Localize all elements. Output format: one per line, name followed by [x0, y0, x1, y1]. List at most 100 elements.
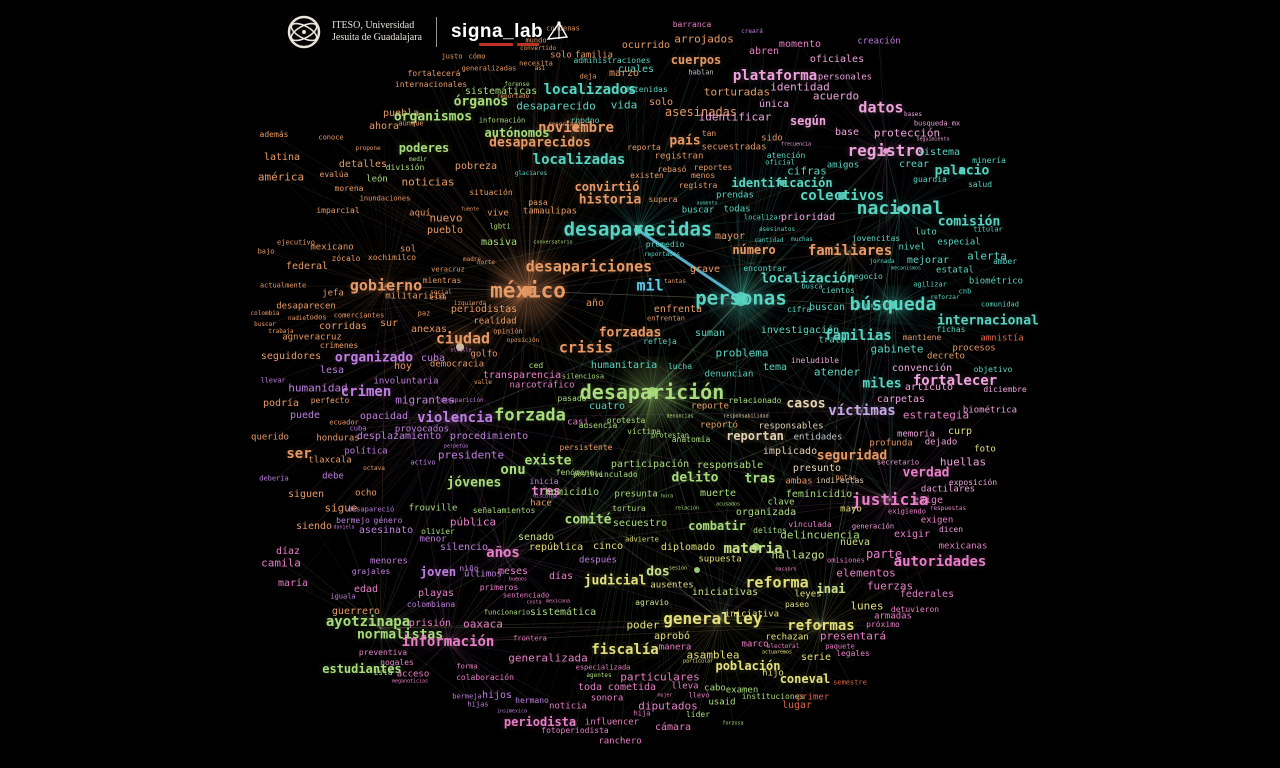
word-node: decreto — [927, 351, 965, 362]
word-node: plataforma — [732, 68, 818, 84]
word-node: acuerdo — [812, 89, 860, 103]
word-node: convirtió — [574, 180, 640, 194]
word-node: años — [486, 545, 520, 561]
word-node: silenciosa — [561, 372, 605, 381]
word-node: lucha — [667, 362, 693, 371]
word-node: tras — [744, 471, 776, 487]
word-node: sinaloa — [855, 303, 877, 310]
word-node: opinión — [493, 327, 523, 336]
word-node: entidades — [793, 432, 843, 443]
word-node: memoria — [897, 429, 935, 440]
word-node: evalúa — [319, 170, 349, 179]
word-node: protesta — [606, 416, 646, 425]
word-node: masiva — [480, 237, 518, 248]
word-node: gabinete — [870, 342, 924, 356]
word-node: asesinatos — [758, 226, 796, 233]
word-node: frecuencia — [780, 141, 812, 148]
word-node: internacionales — [394, 80, 468, 89]
word-node: exigiendo — [888, 507, 926, 516]
word-node: seguimiento — [916, 136, 950, 143]
word-node: forzadas — [598, 325, 662, 341]
word-node: serie — [800, 652, 832, 663]
word-node: agnveracruz — [282, 332, 342, 343]
word-node: sistema — [917, 147, 961, 158]
word-node: narcotráfico — [509, 380, 575, 391]
word-node: reforzar — [930, 294, 960, 301]
word-node: desapareció — [347, 505, 395, 514]
word-node: últimos — [464, 569, 502, 580]
word-node: vive — [487, 208, 509, 219]
word-node: vinculado — [594, 470, 638, 479]
word-node: primer — [796, 692, 830, 703]
word-node: meganoticias — [391, 678, 429, 685]
word-node: isla — [373, 668, 393, 677]
word-node: pobreza — [454, 161, 498, 172]
signa-lab-block: signa_lab — [451, 21, 571, 46]
word-node: marco — [741, 639, 769, 650]
word-node: siendo — [295, 521, 333, 532]
word-node: verdad — [902, 465, 950, 481]
word-node: coneval — [779, 672, 831, 686]
word-node: desplazamiento — [356, 431, 442, 442]
word-node: autónomos — [484, 126, 550, 140]
word-node: cuerpos — [670, 53, 722, 67]
word-node: desapariciones — [525, 257, 653, 276]
word-node: todos — [305, 313, 327, 322]
word-node: solo — [550, 50, 572, 61]
word-node: clave — [767, 497, 795, 508]
word-node: silencio — [439, 542, 489, 553]
word-node: enfrenta — [653, 304, 703, 315]
word-node: barranca — [672, 20, 712, 29]
word-node: diputados — [638, 699, 698, 713]
word-node: méxico — [490, 278, 566, 303]
word-node: organizado — [334, 350, 414, 366]
word-node: reforma — [745, 573, 809, 592]
iteso-logo-icon — [287, 15, 321, 49]
word-node: niño — [459, 564, 479, 573]
word-node: generación — [851, 522, 895, 531]
word-node: sido — [761, 133, 783, 144]
word-node: localizados — [543, 82, 637, 98]
word-node: especial — [937, 237, 981, 248]
word-node: cuales — [617, 64, 655, 75]
word-node: cómo — [468, 52, 486, 61]
word-node: omisiones — [827, 556, 865, 565]
word-node: aumento — [696, 200, 718, 207]
word-node: indirectas — [815, 476, 865, 485]
word-node: registro — [847, 141, 925, 160]
word-node: enfrentan — [647, 314, 685, 323]
university-name-line2: Jesuita de Guadalajara — [332, 32, 422, 43]
word-node: denuncias — [666, 413, 694, 420]
word-node: dejado — [924, 437, 958, 448]
word-node: mexicana — [545, 598, 571, 605]
word-node: tortura — [612, 504, 646, 513]
word-node: buscar — [254, 321, 276, 328]
word-node: tamaulipas — [522, 206, 578, 217]
word-node: organizada — [735, 507, 797, 518]
word-node: conoce — [318, 133, 344, 142]
word-node: periodista — [503, 715, 577, 729]
word-node: jornada — [869, 258, 895, 265]
word-node: desaparecido — [516, 99, 596, 113]
word-node: oaxaca — [463, 617, 503, 631]
word-node: colombia — [250, 310, 280, 317]
word-node: inicia — [529, 477, 559, 486]
signa-lab-tagline — [478, 43, 539, 46]
word-node: protestan — [651, 431, 689, 440]
word-node: huellas — [939, 455, 987, 469]
word-node: refleja — [643, 337, 677, 346]
word-node: materia — [723, 541, 783, 557]
word-node: crear — [898, 159, 930, 170]
word-node: armadas — [874, 611, 912, 622]
antenna-icon — [546, 21, 569, 40]
word-node: crisis — [558, 338, 614, 357]
word-node: electoral — [766, 643, 800, 650]
word-node: exigir — [893, 529, 931, 540]
word-node: propone — [355, 145, 381, 152]
word-node: identificar — [698, 110, 772, 124]
word-node: forense — [504, 81, 530, 88]
word-node: senado — [517, 532, 555, 543]
word-node: desaparecidas — [563, 218, 713, 241]
word-node: fuerzas — [866, 579, 914, 593]
word-node: posible — [573, 470, 603, 479]
